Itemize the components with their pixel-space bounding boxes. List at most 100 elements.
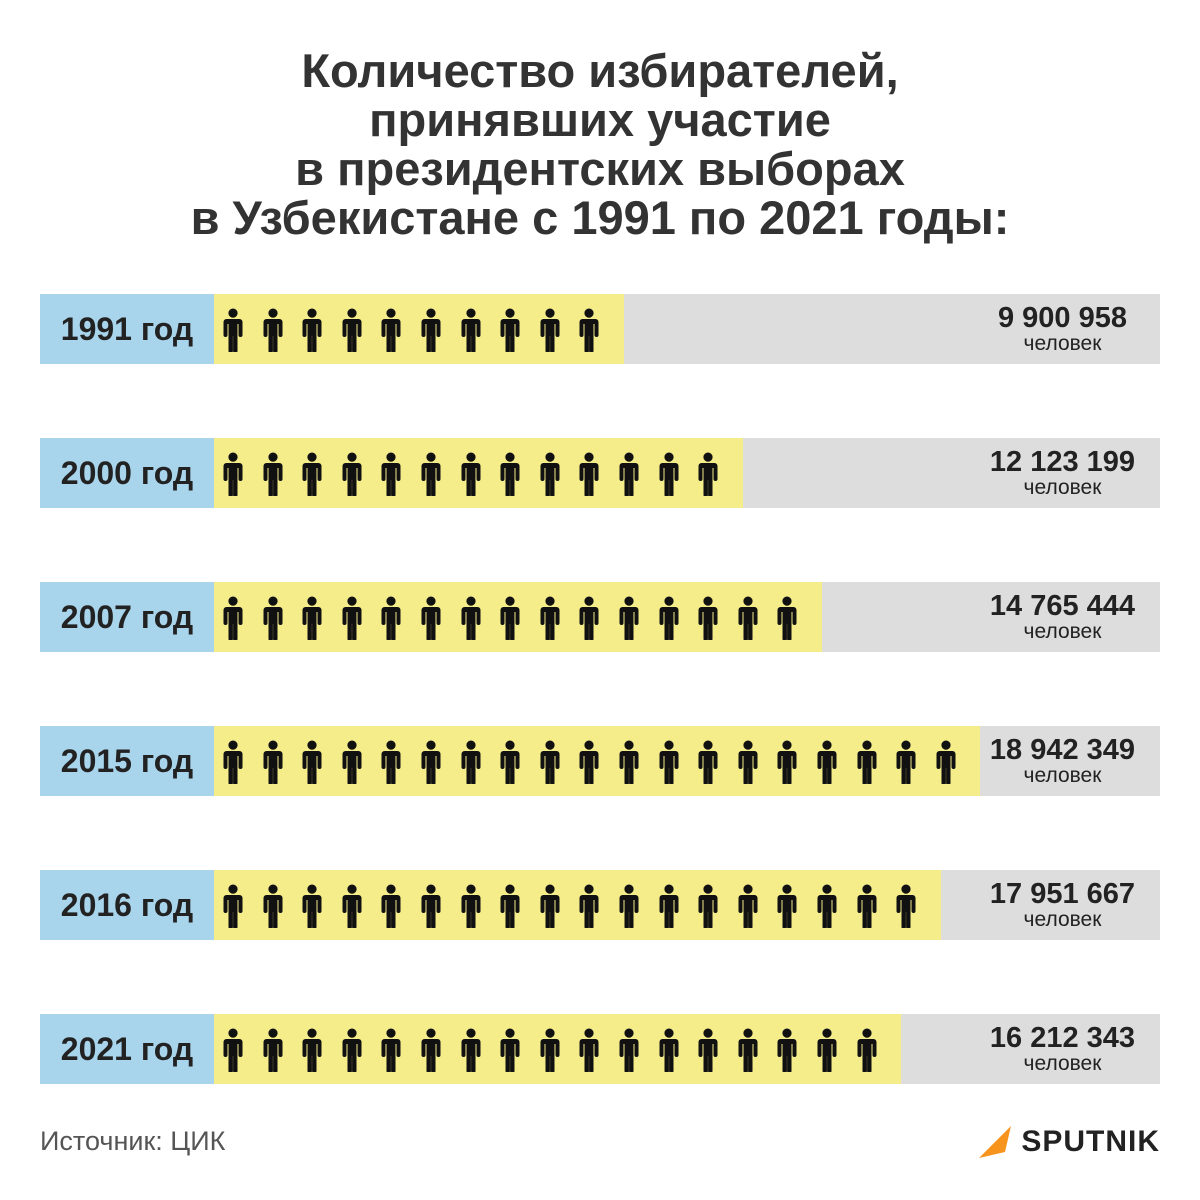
person-icon — [223, 596, 243, 640]
person-icon — [659, 1028, 679, 1072]
person-icon — [619, 1028, 639, 1072]
brand-name: SPUTNIK — [1021, 1125, 1160, 1158]
person-icon — [421, 452, 441, 496]
person-icon — [500, 452, 520, 496]
person-icon — [302, 308, 322, 352]
person-icon — [342, 308, 362, 352]
person-icon — [777, 884, 797, 928]
person-icon — [738, 740, 758, 784]
person-icon — [777, 1028, 797, 1072]
person-icon — [421, 740, 441, 784]
person-icon — [857, 1028, 877, 1072]
year-label: 2000 год — [40, 438, 214, 508]
person-icon — [461, 740, 481, 784]
person-icons — [214, 438, 1004, 508]
person-icon — [381, 1028, 401, 1072]
person-icon — [579, 308, 599, 352]
value-box: 17 951 667 человек — [965, 870, 1160, 940]
chart-row: 2021 год 16 212 343 человек — [40, 1014, 1160, 1084]
person-icon — [698, 596, 718, 640]
person-icon — [342, 596, 362, 640]
person-icon — [579, 452, 599, 496]
unit-label: человек — [1023, 764, 1102, 787]
person-icons — [214, 294, 1004, 364]
person-icon — [342, 884, 362, 928]
person-icon — [579, 1028, 599, 1072]
person-icon — [619, 740, 639, 784]
person-icon — [263, 1028, 283, 1072]
value-label: 18 942 349 — [989, 734, 1136, 766]
person-icon — [342, 1028, 362, 1072]
person-icons — [214, 1014, 1004, 1084]
person-icon — [777, 596, 797, 640]
person-icon — [421, 596, 441, 640]
value-box: 12 123 199 человек — [965, 438, 1160, 508]
person-icon — [659, 596, 679, 640]
person-icon — [540, 740, 560, 784]
person-icon — [579, 884, 599, 928]
person-icon — [223, 740, 243, 784]
person-icon — [500, 308, 520, 352]
person-icon — [659, 740, 679, 784]
person-icon — [857, 740, 877, 784]
person-icon — [698, 740, 718, 784]
chart-row: 1991 год 9 900 958 человек — [40, 294, 1160, 364]
person-icon — [421, 308, 441, 352]
person-icon — [777, 740, 797, 784]
person-icon — [579, 596, 599, 640]
person-icon — [540, 308, 560, 352]
year-label: 2021 год — [40, 1014, 214, 1084]
year-label: 1991 год — [40, 294, 214, 364]
person-icon — [302, 884, 322, 928]
value-box: 14 765 444 человек — [965, 582, 1160, 652]
person-icon — [381, 596, 401, 640]
title-line: принявших участие — [369, 93, 831, 146]
chart-row: 2007 год 14 765 444 человек — [40, 582, 1160, 652]
unit-label: человек — [1023, 332, 1102, 355]
unit-label: человек — [1023, 908, 1102, 931]
person-icon — [263, 308, 283, 352]
person-icon — [223, 884, 243, 928]
chart-row: 2015 год 18 942 349 человек — [40, 726, 1160, 796]
person-icon — [579, 740, 599, 784]
person-icon — [381, 308, 401, 352]
person-icon — [302, 1028, 322, 1072]
title-line: в президентских выборах — [295, 142, 905, 195]
person-icon — [381, 740, 401, 784]
person-icon — [461, 308, 481, 352]
person-icon — [223, 1028, 243, 1072]
value-label: 17 951 667 — [989, 878, 1136, 910]
person-icon — [698, 1028, 718, 1072]
title-line: в Узбекистане с 1991 по 2021 годы: — [190, 191, 1010, 244]
chart-row: 2000 год 12 123 199 человек — [40, 438, 1160, 508]
value-label: 9 900 958 — [997, 302, 1127, 334]
person-icon — [619, 452, 639, 496]
person-icon — [540, 452, 560, 496]
person-icon — [619, 884, 639, 928]
chart-row: 2016 год 17 951 667 человек — [40, 870, 1160, 940]
person-icon — [263, 740, 283, 784]
person-icon — [342, 740, 362, 784]
person-icon — [461, 1028, 481, 1072]
unit-label: человек — [1023, 1052, 1102, 1075]
person-icon — [896, 740, 916, 784]
year-label: 2015 год — [40, 726, 214, 796]
person-icon — [302, 452, 322, 496]
person-icon — [223, 308, 243, 352]
value-box: 9 900 958 человек — [965, 294, 1160, 364]
person-icon — [461, 596, 481, 640]
title-line: Количество избирателей, — [301, 44, 899, 97]
person-icon — [698, 452, 718, 496]
person-icons — [214, 726, 1004, 796]
person-icon — [461, 452, 481, 496]
unit-label: человек — [1023, 620, 1102, 643]
person-icon — [223, 452, 243, 496]
person-icon — [738, 596, 758, 640]
sputnik-logo-icon — [979, 1126, 1012, 1158]
person-icon — [698, 884, 718, 928]
person-icon — [540, 884, 560, 928]
person-icon — [738, 884, 758, 928]
person-icon — [540, 596, 560, 640]
year-label: 2016 год — [40, 870, 214, 940]
person-icon — [540, 1028, 560, 1072]
